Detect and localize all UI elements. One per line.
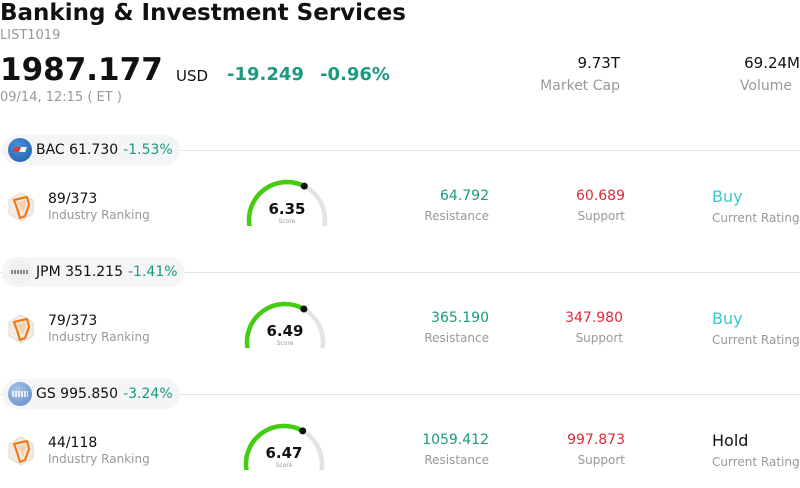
market-cap-label: Market Cap: [540, 78, 620, 94]
volume-label: Volume: [739, 78, 792, 94]
resistance-label: Resistance: [424, 209, 489, 223]
score-value: 6.49: [266, 322, 304, 340]
score-label: Score: [275, 462, 293, 469]
support-value: 347.980: [565, 310, 623, 326]
industry-ranking-icon: [8, 314, 34, 344]
support-value: 60.689: [576, 188, 625, 204]
ticker-price: JPM 351.215: [36, 264, 123, 280]
current-rating-value[interactable]: Hold: [712, 431, 749, 450]
timestamp: 09/14, 12:15 ( ET ): [0, 90, 122, 105]
industry-ranking-icon: [8, 436, 34, 466]
current-rating-label: Current Rating: [712, 455, 800, 469]
ticker-change: -1.41%: [128, 264, 178, 280]
jpm-logo-icon: [8, 260, 32, 284]
score-value: 6.35: [268, 200, 306, 218]
score-gauge: [244, 301, 326, 348]
price-change-percent: -0.96%: [320, 64, 390, 85]
industry-ranking-icon: [8, 192, 34, 222]
score-gauge: [246, 179, 328, 226]
row-divider: [0, 150, 800, 151]
score-gauge: [243, 423, 325, 470]
industry-ranking-label: Industry Ranking: [48, 452, 150, 466]
resistance-value: 64.792: [440, 188, 489, 204]
current-rating-label: Current Rating: [712, 211, 800, 225]
support-label: Support: [577, 453, 625, 467]
market-cap-value: 9.73T: [577, 54, 620, 72]
row-divider: [0, 394, 800, 395]
stock-header-pill[interactable]: BAC 61.730 -1.53%: [2, 135, 180, 165]
volume-value: 69.24M: [744, 54, 800, 72]
bac-logo-icon: [8, 138, 32, 162]
current-rating-value[interactable]: Buy: [712, 187, 743, 206]
current-rating-label: Current Rating: [712, 333, 800, 347]
gs-logo-icon: [8, 382, 32, 406]
ticker-price: GS 995.850: [36, 386, 119, 402]
ticker-price: BAC 61.730: [36, 142, 119, 158]
support-label: Support: [575, 331, 623, 345]
industry-ranking-label: Industry Ranking: [48, 330, 150, 344]
currency-label: USD: [176, 67, 209, 85]
resistance-value: 365.190: [431, 310, 489, 326]
score-label: Score: [276, 340, 294, 347]
ticker-change: -1.53%: [123, 142, 173, 158]
stock-header-pill[interactable]: GS 995.850 -3.24%: [2, 379, 180, 409]
page-title: Banking & Investment Services: [0, 0, 406, 26]
ticker-change: -3.24%: [123, 386, 173, 402]
industry-ranking-value: 79/373: [48, 313, 98, 329]
resistance-label: Resistance: [424, 453, 489, 467]
resistance-value: 1059.412: [422, 432, 489, 448]
list-id: LIST1019: [0, 28, 61, 43]
support-value: 997.873: [567, 432, 625, 448]
row-divider: [0, 272, 800, 273]
score-value: 6.47: [265, 444, 303, 462]
score-label: Score: [278, 218, 296, 225]
resistance-label: Resistance: [424, 331, 489, 345]
index-price: 1987.177: [0, 52, 163, 88]
price-change: -19.249: [227, 64, 304, 85]
stock-header-pill[interactable]: JPM 351.215 -1.41%: [2, 257, 185, 287]
current-rating-value[interactable]: Buy: [712, 309, 743, 328]
industry-ranking-value: 89/373: [48, 191, 98, 207]
industry-ranking-label: Industry Ranking: [48, 208, 150, 222]
support-label: Support: [577, 209, 625, 223]
industry-ranking-value: 44/118: [48, 435, 98, 451]
